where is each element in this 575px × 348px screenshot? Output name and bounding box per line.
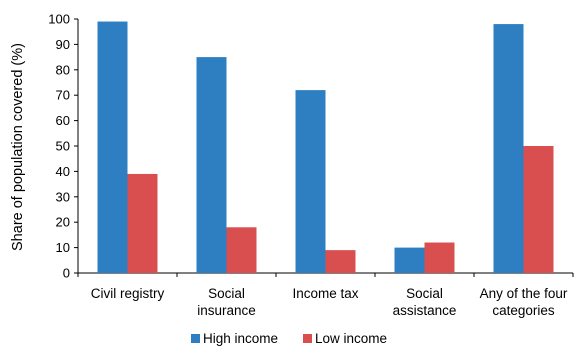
- bar-low-income: [424, 242, 455, 273]
- bar-low-income: [226, 227, 257, 273]
- bar-high-income: [394, 247, 425, 273]
- x-category-label: assistance: [393, 303, 457, 318]
- y-tick-label: 0: [63, 266, 70, 281]
- bar-high-income: [196, 57, 227, 273]
- x-category-label: categories: [492, 303, 555, 318]
- y-tick-label: 90: [56, 37, 70, 52]
- y-tick-label: 100: [48, 12, 70, 27]
- bar-low-income: [325, 250, 356, 273]
- bar-low-income: [127, 173, 158, 273]
- y-tick-label: 30: [56, 189, 70, 204]
- x-category-label: Any of the four: [480, 286, 568, 301]
- x-category-label: Civil registry: [91, 286, 165, 301]
- x-category-label: Social: [406, 286, 443, 301]
- y-tick-label: 50: [56, 139, 70, 154]
- legend-label: High income: [203, 331, 278, 346]
- x-category-label: Income tax: [292, 286, 358, 301]
- y-tick-label: 40: [56, 164, 70, 179]
- y-axis-label: Share of population covered (%): [10, 43, 26, 251]
- legend-label: Low income: [315, 331, 387, 346]
- y-tick-labels: 0 10 20 30 40 50 60 70 80 90 100: [48, 12, 78, 281]
- legend-swatch: [191, 334, 200, 343]
- legend-swatch: [303, 334, 312, 343]
- x-category-label: Social: [208, 286, 245, 301]
- x-category-label: insurance: [197, 303, 256, 318]
- bar-high-income: [295, 90, 326, 274]
- y-tick-label: 20: [56, 215, 70, 230]
- y-tick-label: 70: [56, 88, 70, 103]
- bar-high-income: [97, 21, 128, 274]
- bars: [97, 21, 554, 274]
- y-tick-label: 80: [56, 62, 70, 77]
- x-category-labels: Civil registry Social insurance Income tax S…: [91, 286, 568, 318]
- y-tick-label: 10: [56, 240, 70, 255]
- bar-high-income: [493, 24, 524, 273]
- legend: High income Low income: [191, 331, 387, 346]
- y-tick-label: 60: [56, 113, 70, 128]
- bar-low-income: [523, 146, 554, 273]
